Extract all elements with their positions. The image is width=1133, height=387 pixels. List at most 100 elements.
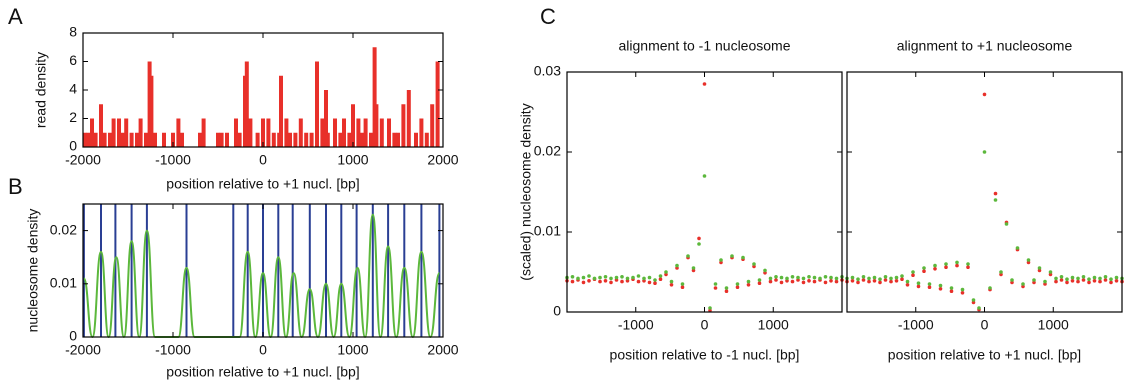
bar xyxy=(435,61,440,147)
point xyxy=(955,263,959,268)
point xyxy=(1098,279,1102,284)
point xyxy=(1032,278,1036,282)
x-tick-label: 1000 xyxy=(1038,317,1069,333)
y-axis-label: read density xyxy=(33,52,49,128)
y-tick-label: 0.02 xyxy=(534,143,561,159)
point xyxy=(768,279,773,284)
panel-title: alignment to -1 nucleosome xyxy=(619,38,791,54)
bar xyxy=(82,132,87,147)
point xyxy=(867,276,871,281)
point xyxy=(587,279,591,283)
y-tick-label: 0 xyxy=(69,328,77,344)
point xyxy=(1087,277,1091,282)
point xyxy=(598,279,602,284)
point xyxy=(713,282,718,286)
point xyxy=(570,275,575,279)
point xyxy=(1092,279,1097,283)
bar xyxy=(293,132,298,147)
point xyxy=(614,275,619,280)
bar xyxy=(237,132,242,147)
bar xyxy=(379,118,384,147)
bar xyxy=(401,104,406,147)
point xyxy=(856,277,860,282)
bar xyxy=(279,75,283,147)
x-tick-label: 0 xyxy=(259,152,267,168)
panel-label: A xyxy=(8,4,23,29)
bar xyxy=(176,118,181,147)
point xyxy=(642,276,646,281)
bar xyxy=(374,104,379,147)
point xyxy=(603,275,608,279)
bar xyxy=(298,118,303,147)
point xyxy=(746,279,751,284)
bar xyxy=(338,132,343,147)
point xyxy=(598,275,602,280)
point xyxy=(713,286,718,290)
point xyxy=(697,242,701,246)
point xyxy=(1076,276,1080,281)
bar xyxy=(138,118,143,147)
bar xyxy=(108,132,112,147)
x-tick-label: 2000 xyxy=(427,152,458,168)
point xyxy=(724,286,729,290)
bar xyxy=(372,47,377,147)
point xyxy=(889,276,893,281)
point xyxy=(916,284,921,289)
point xyxy=(982,150,987,154)
point xyxy=(801,280,806,285)
point xyxy=(620,275,624,279)
point xyxy=(1065,277,1069,282)
bar xyxy=(86,132,91,147)
point xyxy=(1098,276,1102,281)
y-tick-label: 4 xyxy=(69,81,77,97)
bar xyxy=(144,132,148,147)
bar xyxy=(351,104,355,147)
bar xyxy=(392,132,397,147)
x-axis-label: position relative to +1 nucl. [bp] xyxy=(166,176,359,192)
y-tick-label: 2 xyxy=(69,109,77,125)
point xyxy=(1081,278,1086,282)
bar xyxy=(102,132,107,147)
point xyxy=(664,270,668,274)
point xyxy=(757,281,762,286)
point xyxy=(834,279,839,284)
x-tick-label: -2000 xyxy=(65,152,101,168)
point xyxy=(861,275,866,279)
x-tick-label: 0 xyxy=(701,317,709,333)
point xyxy=(955,260,959,265)
point xyxy=(1109,277,1113,282)
bar xyxy=(309,132,314,147)
point xyxy=(570,279,575,284)
point xyxy=(1070,275,1075,280)
point xyxy=(872,279,877,283)
bar xyxy=(315,61,319,147)
point xyxy=(807,275,811,279)
point xyxy=(592,276,597,281)
point xyxy=(691,266,696,270)
point xyxy=(587,274,591,278)
point xyxy=(1015,246,1020,250)
bar xyxy=(153,132,157,147)
bar xyxy=(234,118,238,147)
point xyxy=(1065,280,1069,285)
point xyxy=(680,282,685,286)
y-tick-label: 0 xyxy=(553,303,561,319)
point xyxy=(1021,282,1025,286)
bar xyxy=(406,90,411,147)
bar xyxy=(248,118,253,147)
bar xyxy=(162,132,166,147)
x-tick-label: -1000 xyxy=(155,152,191,168)
point xyxy=(938,287,943,291)
point xyxy=(850,275,855,280)
point xyxy=(636,279,641,284)
point xyxy=(757,278,762,282)
point xyxy=(894,275,899,280)
y-tick-label: 0 xyxy=(69,138,77,154)
point xyxy=(823,280,828,285)
bar xyxy=(99,104,103,147)
bar xyxy=(216,132,220,147)
point xyxy=(878,277,882,282)
point xyxy=(971,298,976,302)
x-axis-label: position relative to +1 nucl. [bp] xyxy=(888,347,1081,363)
